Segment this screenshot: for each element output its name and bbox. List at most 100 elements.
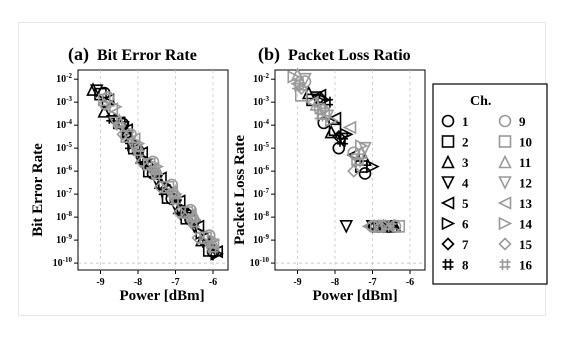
panel-b-y-tick-label: 10-3: [253, 95, 269, 108]
panel-a-y-tick-label: 10-5: [56, 141, 72, 154]
panel-a-grid: [78, 70, 228, 270]
panel-b-y-tick-label: 10-4: [253, 118, 269, 131]
panel-a-x-tick-label: -9: [96, 277, 104, 288]
panel-b-x-label: Power [dBm]: [312, 288, 397, 304]
panel-b-point-ch13: [342, 120, 357, 135]
legend-item-ch9: 9: [498, 114, 526, 129]
legend-item-ch4: 4: [441, 176, 469, 191]
legend-marker-ch15: [498, 237, 512, 251]
legend-item-ch15: 15: [498, 237, 533, 252]
panel-b-x-tick-label: -7: [368, 277, 376, 288]
panel-a-point-ch16: [113, 119, 125, 131]
legend-marker-ch9: [498, 114, 512, 128]
legend-item-ch3: 3: [441, 154, 469, 170]
panel-a-x-ticks: -9 -8 -7 -6: [96, 270, 217, 288]
legend-label-ch16: 16: [519, 258, 533, 273]
legend-marker-ch4: [441, 176, 455, 190]
panel-b-point-ch6: [339, 127, 354, 142]
panel-b-x-tick-label: -9: [293, 277, 301, 288]
panel-b-point-ch14: [354, 139, 369, 153]
panel-a-x-tick-label: -7: [171, 277, 179, 288]
panel-a-label: (a): [68, 44, 89, 65]
panel-a-x-tick-label: -8: [134, 277, 142, 288]
panel-b-marks: [287, 67, 406, 234]
panel-a-x-label: Power [dBm]: [119, 288, 204, 304]
legend-label-ch5: 5: [462, 196, 469, 211]
panel-a-point-ch16: [170, 195, 181, 207]
panel-a-point-ch4: [89, 84, 104, 98]
panel-a-point-ch12: [127, 141, 142, 156]
legend-item-ch7: 7: [441, 237, 469, 252]
legend-marker-ch13: [497, 196, 512, 210]
legend-label-ch15: 15: [519, 237, 533, 252]
legend-item-ch16: 16: [499, 258, 533, 273]
panel-a-point-ch14: [206, 233, 221, 247]
panel-a-point-ch16: [151, 170, 163, 182]
panel-b-point-ch8: [337, 135, 348, 147]
panel-b-y-ticks: 10-2 10-3 10-4 10-5 10-6 10-7 10-8 10-9 10-10: [250, 72, 275, 269]
legend-marker-ch2: [441, 135, 455, 148]
legend-marker-ch11: [498, 154, 512, 169]
panel-bit-error-rate: (a) Bit Error Rate 10-210-310-410-510-61…: [30, 44, 229, 304]
panel-b-title-text: Packet Loss Ratio: [288, 47, 411, 64]
panel-a-point-ch16: [207, 243, 219, 255]
legend-marker-ch16: [499, 259, 511, 270]
panel-b-point-ch11: [309, 97, 324, 111]
panel-b-point-ch7: [332, 130, 346, 144]
panel-a-y-ticks: 10-2 10-3 10-4 10-5 10-6 10-7 10-8 10-9 10-10: [53, 72, 78, 269]
legend-title: Ch.: [470, 94, 491, 109]
legend-label-ch4: 4: [462, 176, 469, 191]
panel-b-title: (b) Packet Loss Ratio: [258, 44, 411, 65]
panel-a-marks: [86, 82, 225, 262]
legend-label-ch8: 8: [462, 258, 469, 273]
legend-marker-ch10: [498, 135, 512, 148]
panel-b-y-tick-label: 10-5: [253, 141, 269, 154]
panel-a-point-ch15: [153, 180, 168, 194]
panel-a-point-ch13: [126, 132, 141, 146]
panel-b-point-ch14: [287, 70, 302, 84]
panel-a-y-tick-label: 10-9: [56, 233, 72, 246]
panel-b-y-tick-label: 10-10: [250, 256, 270, 269]
legend-label-ch2: 2: [462, 135, 469, 150]
panel-a-point-ch3: [86, 82, 100, 96]
legend-label-ch6: 6: [462, 217, 469, 232]
panel-b-point-ch6: [366, 159, 380, 174]
panel-b-point-ch15: [294, 81, 308, 96]
legend-marker-ch14: [498, 216, 513, 231]
panel-a-y-tick-label: 10-7: [56, 187, 72, 200]
panel-a-y-tick-label: 10-2: [56, 72, 72, 85]
panel-b-point-ch15: [347, 164, 361, 178]
panel-a-y-tick-label: 10-10: [53, 256, 73, 269]
panel-a-point-ch14: [150, 159, 165, 174]
legend-label-ch7: 7: [462, 237, 469, 252]
panel-a-point-ch10: [97, 93, 111, 107]
panel-a-point-ch14: [109, 99, 123, 114]
panel-a-y-tick-label: 10-4: [56, 118, 72, 131]
legend-item-ch12: 12: [498, 176, 532, 191]
panel-packet-loss-ratio: (b) Packet Loss Ratio 10-210-310-410-510…: [232, 44, 426, 304]
panel-b-point-ch1: [358, 167, 372, 180]
legend-label-ch14: 14: [519, 217, 533, 232]
legend-marker-ch8: [442, 259, 454, 270]
panel-b-y-tick-label: 10-7: [253, 187, 269, 200]
panel-a-point-ch15: [97, 97, 111, 112]
panel-a-point-ch11: [131, 138, 145, 153]
panel-a-x-tick-label: -6: [209, 277, 217, 288]
panel-b-point-ch15: [317, 102, 331, 116]
panel-b-point-ch14: [324, 113, 339, 128]
legend-item-ch6: 6: [441, 217, 469, 232]
panel-a-y-tick-label: 10-8: [56, 210, 72, 223]
panel-a-y-tick-label: 10-3: [56, 95, 72, 108]
legend-marker-ch1: [441, 114, 455, 128]
panel-b-x-tick-label: -6: [406, 277, 414, 288]
legend-label-ch1: 1: [462, 114, 469, 129]
legend-item-ch13: 13: [497, 196, 533, 211]
panel-a-point-ch14: [169, 187, 183, 201]
panel-b-point-ch16: [352, 156, 363, 168]
panel-b-point-ch16: [385, 220, 397, 232]
panel-b-x-tick-label: -8: [331, 277, 339, 288]
panel-b-point-ch16: [292, 80, 303, 92]
panel-b-x-ticks: -9 -8 -7 -6: [293, 270, 414, 288]
legend-label-ch12: 12: [519, 176, 532, 191]
legend-label-ch10: 10: [519, 135, 532, 150]
